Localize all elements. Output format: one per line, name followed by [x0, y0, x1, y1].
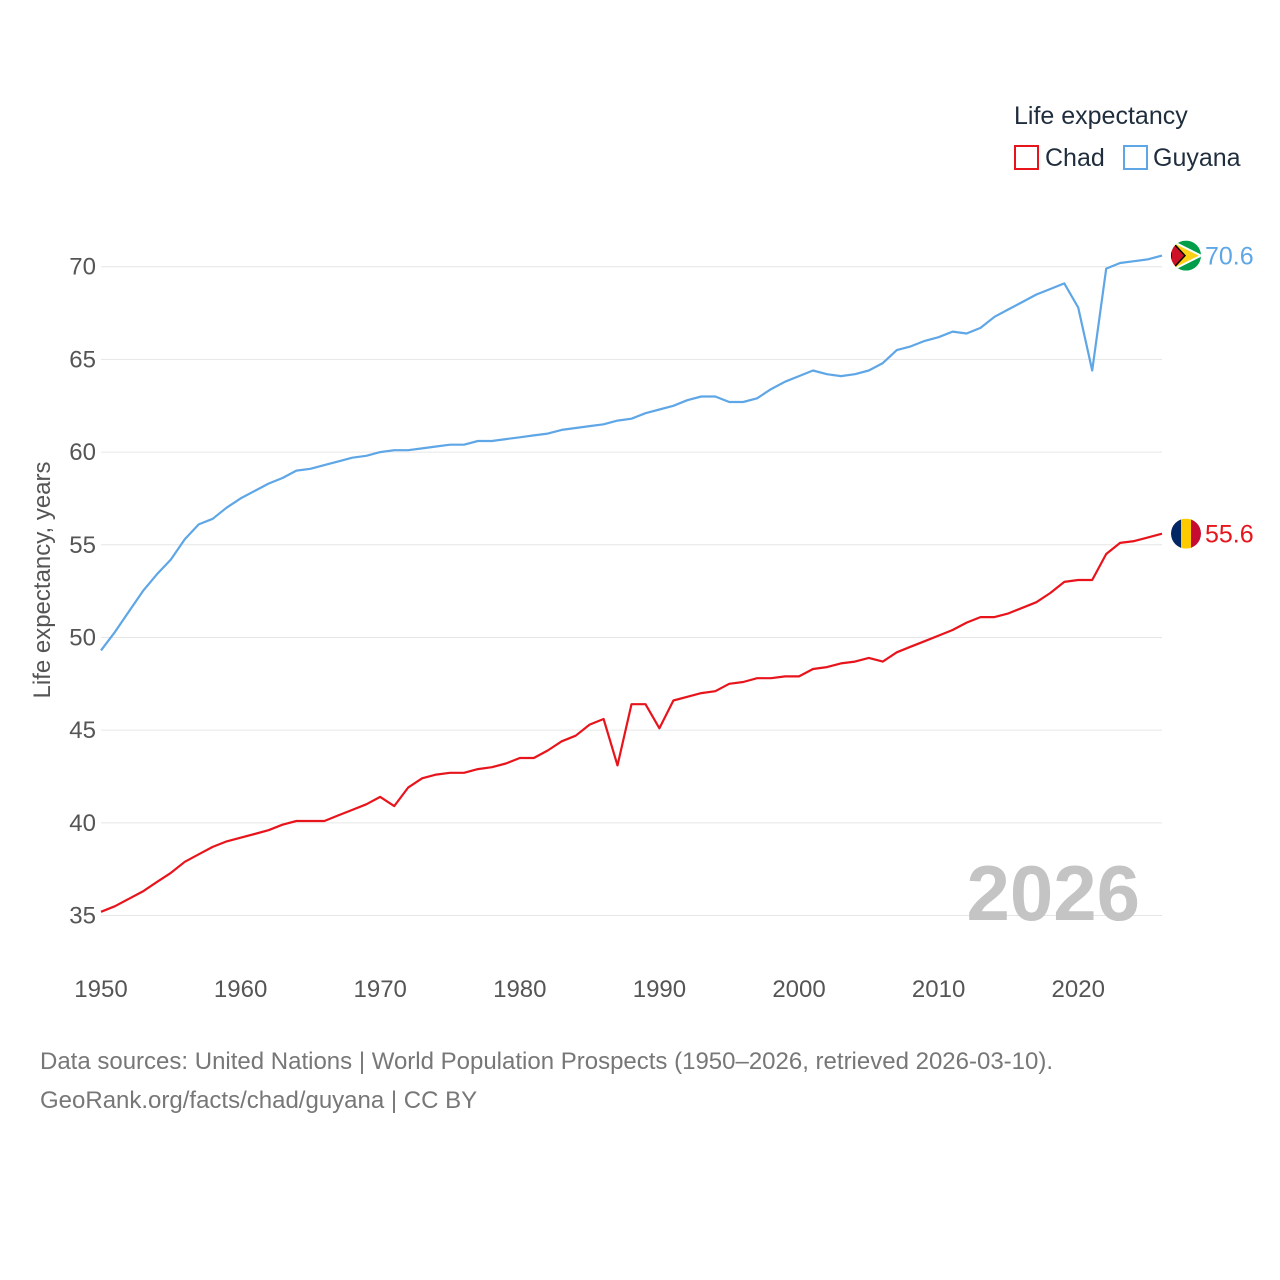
source-note: Data sources: United Nations | World Pop…: [40, 1042, 1053, 1120]
legend-title: Life expectancy: [1014, 102, 1188, 130]
series-endpoints: 55.6 70.6: [1171, 240, 1254, 549]
x-tick-label: 1980: [493, 976, 546, 1003]
x-tick-label: 2020: [1052, 976, 1105, 1003]
x-tick-label: 2010: [912, 976, 965, 1003]
x-tick-label: 1950: [74, 976, 127, 1003]
source-line-2[interactable]: GeoRank.org/facts/chad/guyana | CC BY: [40, 1087, 478, 1114]
y-tick-label: 40: [69, 810, 96, 837]
legend: Life expectancy Chad Guyana: [1014, 102, 1241, 172]
legend-swatch-guyana: [1123, 145, 1148, 170]
life-expectancy-chart: 35 40 45 50 55 60 65 70 1950 1960 1970 1980 1990 200…: [29, 102, 1254, 1003]
legend-label-guyana: Guyana: [1153, 144, 1241, 172]
x-tick-label: 1960: [214, 976, 267, 1003]
legend-label-chad: Chad: [1045, 144, 1105, 172]
guyana-flag-icon: [1171, 240, 1201, 271]
x-axis-ticks: 1950 1960 1970 1980 1990 2000 2010 2020: [74, 976, 1105, 1003]
y-tick-label: 50: [69, 624, 96, 651]
chad-flag-icon: [1171, 518, 1201, 549]
series-line-guyana: [100, 254, 1163, 652]
y-tick-label: 65: [69, 346, 96, 373]
current-year-label: 2026: [966, 849, 1140, 937]
series-line-chad: [100, 532, 1163, 913]
series-lines: [100, 254, 1163, 913]
end-value-chad: 55.6: [1205, 521, 1254, 549]
legend-swatch-chad: [1014, 145, 1039, 170]
legend-item-chad[interactable]: Chad: [1014, 144, 1105, 172]
y-tick-label: 60: [69, 439, 96, 466]
grid-lines: [101, 266, 1162, 917]
x-tick-label: 1990: [633, 976, 686, 1003]
source-line-1: Data sources: United Nations | World Pop…: [40, 1048, 1054, 1075]
y-axis-ticks: 35 40 45 50 55 60 65 70: [69, 254, 96, 930]
x-tick-label: 2000: [772, 976, 825, 1003]
y-tick-label: 55: [69, 532, 96, 559]
end-value-guyana: 70.6: [1205, 243, 1254, 271]
y-tick-label: 35: [69, 903, 96, 930]
y-tick-label: 70: [69, 254, 96, 281]
x-tick-label: 1970: [354, 976, 407, 1003]
y-tick-label: 45: [69, 717, 96, 744]
y-axis-title: Life expectancy, years: [29, 461, 56, 698]
legend-item-guyana[interactable]: Guyana: [1123, 144, 1241, 172]
